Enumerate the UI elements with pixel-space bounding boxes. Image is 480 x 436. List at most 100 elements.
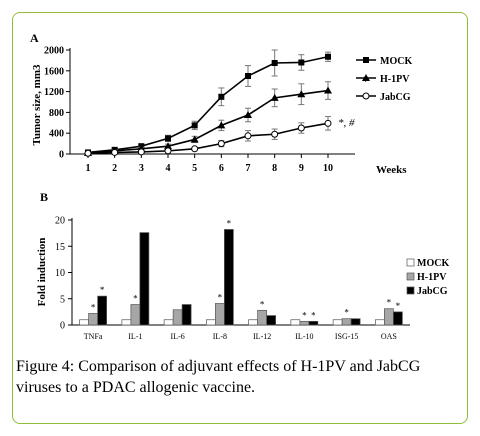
panel-a-y-tick-label: 400 bbox=[49, 129, 64, 140]
jabcg-point bbox=[137, 148, 145, 156]
jabcg-point bbox=[244, 132, 252, 140]
mock-point bbox=[218, 93, 225, 100]
bar-jabcg-il-6 bbox=[181, 304, 192, 326]
jabcg-point bbox=[191, 145, 199, 153]
h1pv-point bbox=[190, 135, 199, 143]
panel-a-y-tick-label: 1600 bbox=[44, 66, 64, 77]
figure-caption: Figure 4: Comparison of adjuvant effects… bbox=[16, 356, 456, 398]
bar-mock-oas bbox=[375, 319, 385, 326]
bar-h-1pv-il-1 bbox=[130, 304, 141, 326]
h1pv-point bbox=[244, 111, 252, 118]
jabcg-point bbox=[84, 149, 92, 157]
bar-mock-il-8 bbox=[206, 319, 216, 326]
mock-point bbox=[165, 135, 171, 142]
mock-point bbox=[298, 59, 305, 66]
jabcg-point bbox=[217, 140, 225, 148]
legend-label-mock: MOCK bbox=[380, 56, 412, 67]
mock-point bbox=[325, 53, 331, 60]
panel-a-x-tick-label: 6 bbox=[219, 163, 224, 174]
jabcg-point bbox=[271, 130, 279, 138]
significance-star: * bbox=[218, 292, 223, 302]
panel-a-y-tick-label: 2000 bbox=[44, 46, 64, 57]
panel-a-x-tick-label: 7 bbox=[246, 163, 251, 174]
panel-a-x-tick-label: 10 bbox=[323, 163, 333, 174]
series-line-jabcg bbox=[87, 122, 329, 155]
jabcg-point bbox=[111, 148, 119, 156]
bar-mock-il-1 bbox=[121, 319, 132, 326]
series-h-1pv bbox=[84, 81, 332, 156]
mock-point bbox=[245, 73, 251, 79]
h1pv-point bbox=[324, 86, 332, 94]
legend-swatch-mock bbox=[406, 258, 415, 267]
panel-b-y-tick-label: 5 bbox=[60, 294, 65, 305]
significance-star: * bbox=[260, 299, 265, 309]
bar-h-1pv-isg-15 bbox=[341, 318, 352, 326]
significance-star: * bbox=[133, 294, 138, 304]
legend-label-h-1pv: H-1PV bbox=[380, 74, 410, 85]
legend-swatch-h-1pv bbox=[406, 272, 415, 281]
mock-point bbox=[271, 60, 278, 66]
panel-a-x-tick-label: 1 bbox=[86, 163, 91, 174]
legend-label-mock: MOCK bbox=[417, 258, 449, 269]
category-label-isg-15: ISG-15 bbox=[335, 332, 359, 341]
bar-jabcg-oas bbox=[393, 311, 403, 326]
mock-point bbox=[363, 57, 369, 63]
bar-mock-il-10 bbox=[290, 319, 301, 326]
series-jabcg bbox=[84, 116, 332, 157]
legend-label-jabcg: JabCG bbox=[380, 92, 411, 103]
h1pv-point bbox=[217, 121, 226, 129]
significance-star: * bbox=[396, 301, 401, 311]
bar-jabcg-il-12 bbox=[266, 315, 276, 326]
h1pv-point bbox=[297, 90, 306, 98]
bar-h-1pv-il-10 bbox=[299, 320, 310, 326]
panel-a-xlabel: Weeks bbox=[376, 164, 407, 176]
panel-b-ylabel: Fold induction bbox=[36, 238, 48, 307]
figure-frame bbox=[12, 12, 468, 424]
bar-h-1pv-tnfa bbox=[88, 313, 98, 326]
category-label-tnfa: TNFa bbox=[84, 332, 103, 341]
panel-a-x-tick-label: 3 bbox=[139, 163, 144, 174]
bar-jabcg-il-10 bbox=[308, 320, 319, 326]
caption-text: : Comparison of adjuvant effects of H-1P… bbox=[16, 358, 421, 396]
figure-label: Figure 4 bbox=[16, 358, 70, 375]
legend-label-h-1pv: H-1PV bbox=[417, 272, 447, 283]
panel-a-ylabel: Tumor size, mm3 bbox=[31, 64, 43, 145]
panel-a-x-tick-label: 2 bbox=[112, 163, 117, 174]
bar-jabcg-il-8 bbox=[224, 229, 234, 326]
bar-jabcg-tnfa bbox=[97, 295, 107, 326]
h1pv-point bbox=[270, 93, 279, 101]
panel-a-y-tick-label: 0 bbox=[59, 150, 64, 161]
h1pv-point bbox=[362, 74, 370, 81]
panel-b-y-tick-label: 15 bbox=[55, 242, 65, 253]
series-line-mock bbox=[87, 55, 329, 154]
panel-a-annotation-star-hash: *, # bbox=[338, 117, 355, 129]
bar-jabcg-il-1 bbox=[139, 232, 150, 326]
panel-a-y-tick-label: 1200 bbox=[44, 87, 64, 98]
panel-a-x-tick-label: 8 bbox=[272, 163, 277, 174]
category-label-il-12: IL-12 bbox=[253, 332, 271, 341]
bar-h-1pv-oas bbox=[384, 308, 394, 326]
significance-star: * bbox=[227, 218, 232, 228]
panel-a-x-tick-label: 4 bbox=[166, 163, 171, 174]
panel-a-x-tick-label: 5 bbox=[192, 163, 197, 174]
significance-star: * bbox=[387, 298, 392, 308]
bar-mock-il-6 bbox=[163, 319, 174, 326]
jabcg-point bbox=[164, 147, 172, 155]
category-label-il-10: IL-10 bbox=[295, 332, 313, 341]
series-mock bbox=[85, 49, 331, 156]
panel-b-y-tick-label: 10 bbox=[55, 268, 65, 279]
panel-a-y-tick-label: 800 bbox=[49, 108, 64, 119]
panel-b-y-tick-label: 20 bbox=[55, 216, 65, 227]
significance-star: * bbox=[100, 285, 105, 295]
mock-point bbox=[191, 122, 198, 129]
panel-a-x-tick-label: 9 bbox=[299, 163, 304, 174]
category-label-il-6: IL-6 bbox=[171, 332, 185, 341]
h1pv-point bbox=[164, 142, 172, 150]
panel-b-label: B bbox=[40, 190, 48, 204]
category-label-il-1: IL-1 bbox=[128, 332, 142, 341]
jabcg-point bbox=[297, 124, 305, 132]
significance-star: * bbox=[344, 308, 349, 318]
bar-mock-tnfa bbox=[79, 319, 89, 326]
bar-h-1pv-il-8 bbox=[215, 303, 225, 326]
